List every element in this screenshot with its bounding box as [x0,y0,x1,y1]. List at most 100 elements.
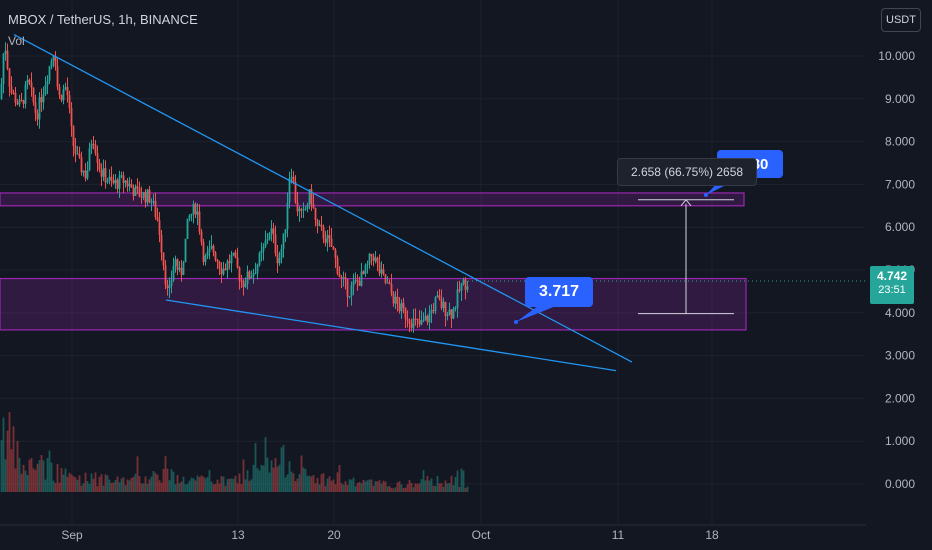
volume-bar [370,479,373,492]
candle [144,191,147,203]
volume-bar [364,481,367,492]
volume-bar [204,478,207,492]
candle [56,66,59,87]
candle [364,264,367,274]
time-tick-label: 20 [327,528,341,542]
candle [446,314,449,316]
candle [312,203,315,208]
candle [372,256,375,261]
volume-bar [150,476,153,492]
grid [0,0,865,525]
candle [72,126,75,147]
volume-bar [74,477,77,492]
candle [388,282,391,285]
candle [328,235,331,239]
volume-bar [230,478,233,492]
trendlines[interactable] [13,34,870,372]
volume-bar [28,459,31,492]
volume-bar [58,482,61,492]
candle [50,60,53,67]
volume-bars [0,412,469,492]
volume-bar [178,483,181,492]
price-tick-label: 10.000 [878,49,915,63]
volume-bar [228,478,231,492]
candle [238,267,241,281]
volume-bar [412,487,415,492]
candle [454,307,457,309]
volume-bar [324,486,327,492]
candle [360,271,363,286]
support-callout[interactable]: 3.717 [525,277,593,307]
candle [186,218,189,239]
candle [16,102,19,105]
candle [358,281,361,286]
volume-bar [148,479,151,492]
currency-button[interactable]: USDT [881,8,921,32]
candle [400,302,403,312]
candle [76,153,79,155]
volume-bar [212,484,215,492]
candle [288,178,291,203]
volume-bar [54,483,57,492]
symbol-title: MBOX / TetherUS, 1h, BINANCE [8,12,198,27]
volume-bar [198,476,201,492]
volume-bar [384,481,387,492]
price-tick-label: 8.000 [885,135,915,149]
candle [212,245,215,253]
volume-bar [62,474,65,492]
volume-bar [208,470,211,492]
candle [218,261,221,269]
volume-bar [380,483,383,492]
volume-bar [334,484,337,492]
volume-bar [348,479,351,492]
volume-bar [218,483,221,492]
volume-bar [40,455,43,492]
candle [138,188,141,197]
volume-bar [398,481,401,492]
candle [34,102,37,114]
volume-bar [214,483,217,492]
volume-bar [298,474,301,492]
candle [374,257,377,261]
candle [294,181,297,203]
candle [252,273,255,277]
volume-bar [132,476,135,492]
volume-bar [366,480,369,492]
volume-bar [434,486,437,492]
candle [22,100,25,104]
price-tick-label: 7.000 [885,177,915,191]
volume-bar [450,475,453,492]
measure-label[interactable]: 2.658 (66.75%) 2658 [617,158,757,186]
time-axis[interactable]: Sep 13 20 Oct 11 18 [0,524,866,542]
candles [0,42,469,333]
volume-bar [318,484,321,492]
candle [420,320,423,325]
candle [242,280,245,287]
candle [410,323,413,328]
candle [28,79,31,83]
volume-bar [10,449,13,492]
volume-bar [220,476,223,492]
volume-bar [314,483,317,492]
volume-bar [464,488,467,492]
price-zone [0,277,747,331]
volume-bar [106,475,109,492]
volume-bar [418,483,421,492]
candle [174,259,177,267]
candle [308,189,311,205]
candle [110,176,113,181]
candle [124,180,127,183]
candle [310,189,313,204]
volume-bar [322,473,325,492]
volume-bar [250,479,253,492]
volume-bar [336,472,339,492]
candle [404,307,407,319]
volume-bar [452,485,455,492]
candle [356,280,359,282]
candle [464,279,467,290]
candle [376,257,379,263]
candle [148,189,151,203]
volume-bar [432,485,435,492]
time-tick-label: Oct [472,528,491,542]
